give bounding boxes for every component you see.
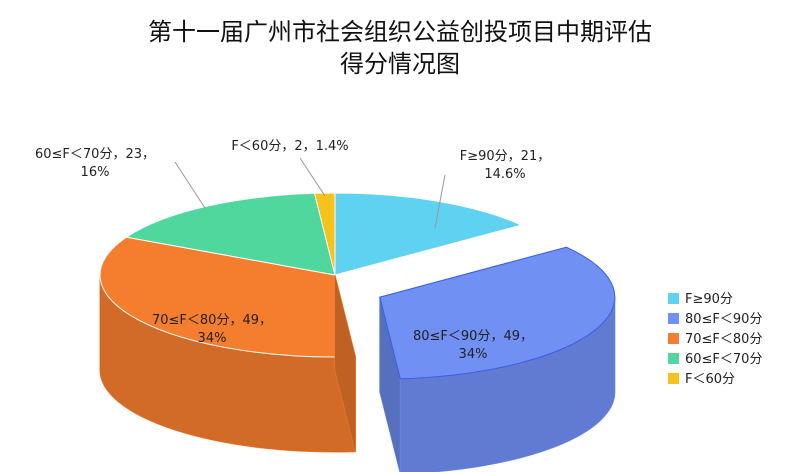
leader-line [299, 157, 326, 197]
legend-label: 70≤F＜80分 [685, 332, 763, 347]
data-label: F≥90分，21， 14.6% [459, 149, 551, 182]
legend-item: F≥90分 [668, 288, 733, 307]
legend-item: 70≤F＜80分 [668, 328, 762, 347]
slice-top [313, 192, 336, 276]
data-label: 80≤F＜90分，49， 34% [413, 329, 533, 362]
chart-title: 第十一届广州市社会组织公益创投项目中期评估 得分情况图 [148, 18, 652, 78]
legend-item: 80≤F＜90分 [668, 308, 762, 327]
slice-shade [100, 275, 356, 452]
legend-item: F＜60分 [668, 368, 735, 387]
slice-top [334, 192, 523, 276]
legend-label: 60≤F＜70分 [685, 352, 763, 367]
legend-swatch [668, 373, 679, 384]
legend-label: 80≤F＜90分 [685, 312, 763, 327]
data-label: 60≤F＜70分，23， 16% [35, 147, 155, 180]
slice-top [99, 236, 357, 358]
legend-swatch [668, 353, 679, 364]
data-label: F＜60分，2，1.4% [231, 139, 349, 154]
legend-swatch [668, 313, 679, 324]
legend-label: F＜60分 [685, 372, 736, 387]
legend-item: 60≤F＜70分 [668, 348, 762, 367]
slice-shade [335, 275, 356, 452]
leader-line [174, 161, 206, 209]
legend-swatch [668, 293, 679, 304]
slice-top [379, 246, 616, 380]
slice-shade [400, 297, 615, 472]
slice-face [334, 274, 356, 452]
legend-label: F≥90分 [685, 292, 733, 307]
legend-swatch [668, 333, 679, 344]
data-label: 70≤F＜80分，49， 34% [152, 313, 272, 346]
leader-lines [174, 157, 446, 229]
leader-line [434, 174, 446, 229]
slice-shade [379, 297, 401, 472]
